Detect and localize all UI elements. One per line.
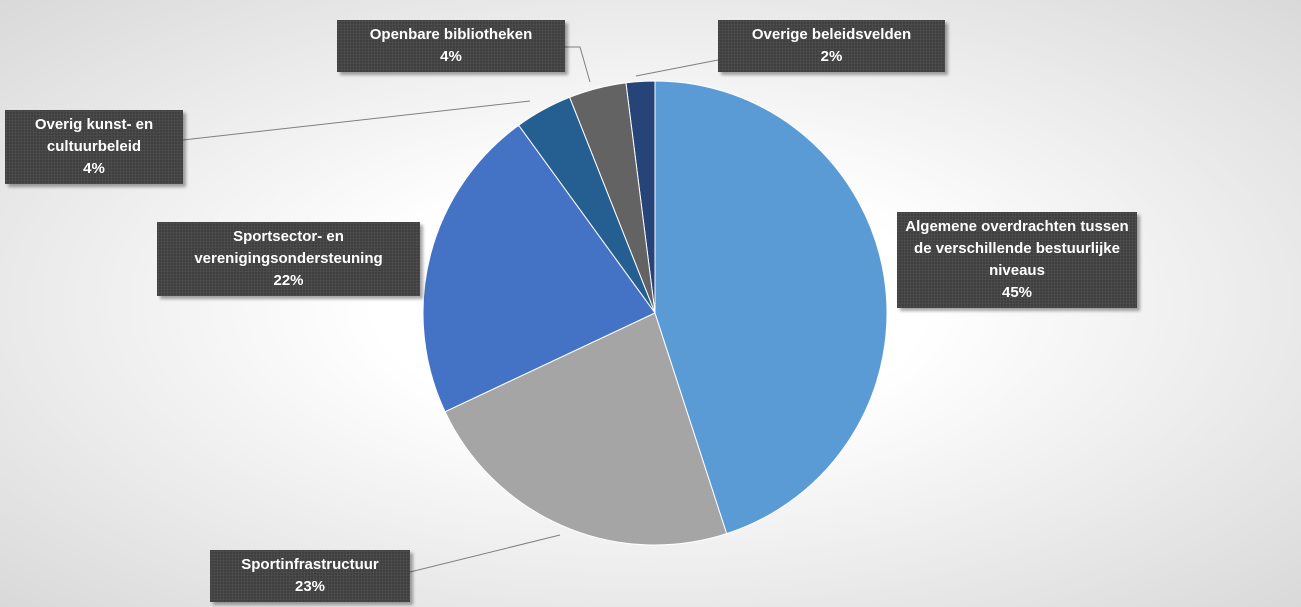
- leader-line: [182, 100, 531, 141]
- pie-slice: [444, 312, 728, 546]
- data-label: Overig kunst- en cultuurbeleid 4%: [5, 110, 183, 184]
- label-value: 22%: [273, 272, 304, 289]
- label-name: Algemene overdrachten tussen de verschil…: [905, 218, 1129, 279]
- data-label: Algemene overdrachten tussen de verschil…: [897, 212, 1137, 308]
- label-name: Openbare bibliotheken: [369, 26, 533, 43]
- label-name: Sportinfrastructuur: [241, 556, 379, 573]
- label-name: Sportsector- en verenigingsondersteuning: [194, 228, 383, 267]
- label-value: 2%: [820, 48, 843, 65]
- label-value: 45%: [1001, 284, 1033, 301]
- label-name: Overig kunst- en cultuurbeleid: [34, 116, 154, 155]
- data-label: Sportsector- en verenigingsondersteuning…: [157, 222, 420, 296]
- leader-lines: [182, 46, 719, 573]
- data-label: Overige beleidsvelden 2%: [718, 20, 945, 72]
- label-name: Overige beleidsvelden: [751, 26, 912, 43]
- leader-line: [635, 59, 719, 77]
- leader-line: [565, 46, 591, 83]
- pie-slice: [654, 80, 888, 535]
- label-value: 23%: [294, 578, 326, 595]
- data-label: Openbare bibliotheken 4%: [337, 20, 565, 72]
- data-label: Sportinfrastructuur 23%: [210, 550, 410, 602]
- label-value: 4%: [440, 48, 462, 65]
- label-value: 4%: [83, 160, 105, 177]
- leader-line: [409, 534, 561, 573]
